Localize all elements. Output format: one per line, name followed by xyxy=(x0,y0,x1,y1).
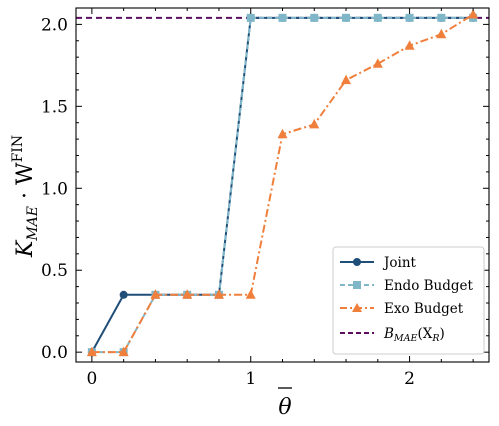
legend-label-bmae-sub: MAE xyxy=(393,333,418,344)
data-point-joint xyxy=(119,290,128,299)
data-point-exo-budget xyxy=(404,40,415,50)
data-point-endo-budget xyxy=(246,13,255,22)
x-tick-label: 1 xyxy=(245,369,256,389)
legend-label-bmae: BMAE(XR) xyxy=(383,326,445,344)
legend-marker-exo-budget xyxy=(352,303,362,312)
x-tick-label: 0 xyxy=(86,369,97,389)
data-point-exo-budget xyxy=(213,289,224,299)
legend-label-bmae-main: B xyxy=(383,326,394,342)
x-tick-label: 2 xyxy=(404,369,415,389)
legend-item-exo-budget: Exo Budget xyxy=(340,301,464,317)
legend-item-endo-budget: Endo Budget xyxy=(340,278,473,294)
data-point-exo-budget xyxy=(341,74,352,85)
y-tick-label: 0.5 xyxy=(41,261,68,281)
y-axis-label-sub: MAE xyxy=(25,206,41,242)
data-point-exo-budget xyxy=(150,289,161,299)
x-axis-label-group: θ xyxy=(278,387,292,420)
legend-item-bmae: BMAE(XR) xyxy=(340,326,445,344)
legend-label-exo-budget: Exo Budget xyxy=(384,301,464,317)
axis-ticks: 0 1 2 0.0 0.5 1.0 1.5 2.0 xyxy=(41,8,489,389)
legend-box xyxy=(332,246,485,355)
data-point-exo-budget xyxy=(468,9,479,19)
data-point-exo-budget xyxy=(118,346,129,357)
y-tick-label: 1.0 xyxy=(41,179,68,199)
legend-label-joint: Joint xyxy=(382,255,417,271)
legend-marker-joint xyxy=(353,258,361,266)
data-point-endo-budget xyxy=(437,13,446,22)
y-tick-label: 1.5 xyxy=(41,97,68,117)
data-point-endo-budget xyxy=(373,13,382,22)
y-axis-label-sup: FIN xyxy=(10,135,26,163)
legend-label-endo-budget: Endo Budget xyxy=(384,278,473,294)
data-point-endo-budget xyxy=(342,13,351,22)
data-point-exo-budget xyxy=(182,289,193,299)
y-tick-label: 2.0 xyxy=(41,15,68,35)
data-point-endo-budget xyxy=(278,13,287,22)
plot-frame xyxy=(75,7,490,363)
legend-label-bmae-arg-sub: R xyxy=(431,333,439,344)
data-point-exo-budget xyxy=(277,128,288,139)
legend: Joint Endo Budget Exo Budget BMAE(XR) xyxy=(332,246,485,355)
legend-item-joint: Joint xyxy=(340,255,417,271)
data-point-endo-budget xyxy=(405,13,414,22)
data-point-exo-budget xyxy=(372,58,383,68)
legend-label-bmae-arg-close: ) xyxy=(440,326,445,342)
data-point-exo-budget xyxy=(245,289,256,299)
y-axis-label: KMAE · WFIN xyxy=(10,135,41,258)
data-point-exo-budget xyxy=(86,346,97,357)
data-point-endo-budget xyxy=(310,13,319,22)
data-point-exo-budget xyxy=(309,118,320,129)
legend-label-bmae-arg-open: (X xyxy=(417,326,432,342)
legend-marker-endo-budget xyxy=(353,281,361,289)
x-axis-label: θ xyxy=(278,395,291,420)
y-axis-label-dot: · W xyxy=(13,162,38,206)
data-point-exo-budget xyxy=(436,28,447,39)
y-axis-label-main: K xyxy=(13,239,38,258)
plot-area xyxy=(76,9,489,357)
y-tick-label: 0.0 xyxy=(41,343,68,363)
